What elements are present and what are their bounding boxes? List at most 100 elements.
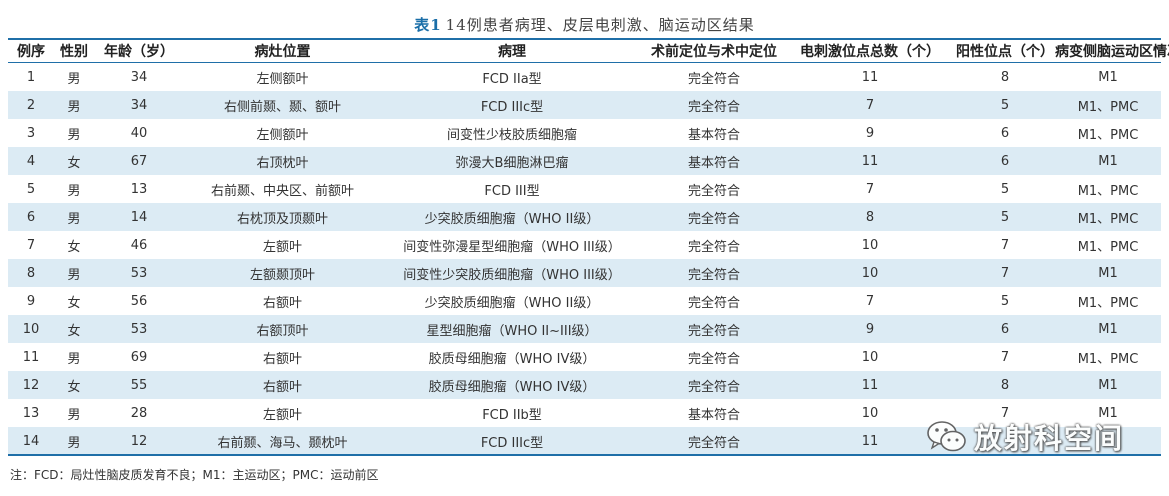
cell-age: 12 bbox=[94, 427, 184, 455]
table-row: 13 男 28 左额叶 FCD IIb型 基本符合 10 7 M1 bbox=[8, 399, 1161, 427]
cell-sex: 女 bbox=[54, 371, 94, 399]
cell-lesion-location: 左额叶 bbox=[262, 407, 302, 423]
cell-stim-sites-total: 11 bbox=[785, 427, 955, 455]
cell-case-no: 12 bbox=[8, 371, 54, 399]
cell-motor-area: M1、PMC bbox=[1077, 183, 1139, 199]
cell-localization-match: 完全符合 bbox=[643, 259, 785, 287]
cell-localization-match: 完全符合 bbox=[643, 91, 785, 119]
cell-case-no: 8 bbox=[8, 259, 54, 287]
cell-sex: 女 bbox=[67, 239, 81, 255]
cell-case-no: 14 bbox=[8, 427, 54, 455]
cell-stim-sites-total: 10 bbox=[861, 349, 879, 365]
cell-positive-sites: 5 bbox=[1000, 181, 1010, 197]
cell-lesion-location: 右额顶叶 bbox=[184, 315, 381, 343]
cell-age: 14 bbox=[94, 203, 184, 231]
cell-motor-area: M1、PMC bbox=[1055, 203, 1161, 231]
cell-positive-sites: 6 bbox=[955, 147, 1055, 175]
cell-pathology: 胶质母细胞瘤（WHO IV级） bbox=[381, 371, 643, 399]
cell-positive-sites: 7 bbox=[1000, 349, 1010, 365]
bottom-rule bbox=[8, 454, 1161, 456]
cell-pathology: 星型细胞瘤（WHO II~III级） bbox=[381, 315, 643, 343]
table-row: 7 女 46 左额叶 间变性弥漫星型细胞瘤（WHO III级） 完全符合 10 7 M1、PMC bbox=[8, 231, 1161, 259]
cell-motor-area: M1、PMC bbox=[1077, 127, 1139, 143]
cell-age: 53 bbox=[94, 315, 184, 343]
cell-localization-match: 基本符合 bbox=[643, 147, 785, 175]
cell-stim-sites-total: 7 bbox=[865, 293, 875, 309]
cell-positive-sites: 6 bbox=[1000, 125, 1010, 141]
cell-lesion-location: 右前颞、中央区、前额叶 bbox=[210, 183, 354, 199]
cell-stim-sites-total: 9 bbox=[785, 315, 955, 343]
cell-pathology: FCD IIIc型 bbox=[381, 91, 643, 119]
cell-lesion-location: 右枕顶及顶颞叶 bbox=[184, 203, 381, 231]
cell-sex: 女 bbox=[54, 315, 94, 343]
cell-positive-sites: 5 bbox=[1000, 293, 1010, 309]
cell-positive-sites: 7 bbox=[1000, 237, 1010, 253]
watermark-text: 放射科空间 bbox=[974, 422, 1125, 455]
header-positive-sites: 阳性位点（个） bbox=[955, 40, 1055, 63]
cell-localization-match: 完全符合 bbox=[687, 183, 740, 199]
cell-case-no: 13 bbox=[22, 405, 40, 421]
header-localization-match: 术前定位与术中定位 bbox=[643, 40, 785, 63]
cell-stim-sites-total: 11 bbox=[785, 147, 955, 175]
cell-sex: 男 bbox=[54, 259, 94, 287]
cell-stim-sites-total: 7 bbox=[785, 91, 955, 119]
cell-lesion-location: 右额叶 bbox=[184, 371, 381, 399]
cell-lesion-location: 右额叶 bbox=[262, 351, 302, 367]
cell-pathology: FCD IIIc型 bbox=[381, 427, 643, 455]
results-table: 例序 性别 年龄（岁） 病灶位置 病理 术前定位与术中定位 电刺激位点总数（个）… bbox=[8, 40, 1169, 455]
cell-age: 13 bbox=[130, 181, 148, 197]
watermark: 放射科空间 bbox=[926, 416, 1124, 458]
caption-label: 表1 bbox=[414, 16, 442, 34]
cell-age: 46 bbox=[130, 237, 148, 253]
cell-age: 53 bbox=[94, 259, 184, 287]
cell-pathology: 间变性少枝胶质细胞瘤 bbox=[446, 127, 577, 143]
cell-stim-sites-total: 11 bbox=[785, 371, 955, 399]
cell-stim-sites-total: 7 bbox=[865, 181, 875, 197]
cell-stim-sites-total: 9 bbox=[865, 125, 875, 141]
cell-positive-sites: 7 bbox=[955, 259, 1055, 287]
cell-localization-match: 基本符合 bbox=[687, 407, 740, 423]
cell-age: 34 bbox=[130, 69, 148, 85]
table-row: 9 女 56 右额叶 少突胶质细胞瘤（WHO II级） 完全符合 7 5 M1、PMC bbox=[8, 287, 1161, 315]
cell-case-no: 3 bbox=[26, 125, 36, 141]
cell-case-no: 1 bbox=[26, 69, 36, 85]
wechat-icon bbox=[927, 421, 966, 452]
cell-pathology: 间变性少突胶质细胞瘤（WHO III级） bbox=[381, 259, 643, 287]
cell-case-no: 7 bbox=[26, 237, 36, 253]
cell-case-no: 2 bbox=[8, 91, 54, 119]
cell-case-no: 11 bbox=[22, 349, 40, 365]
cell-pathology: FCD IIb型 bbox=[482, 407, 542, 423]
cell-pathology: 少突胶质细胞瘤（WHO II级） bbox=[424, 295, 600, 311]
cell-motor-area: M1 bbox=[1098, 405, 1118, 421]
cell-motor-area: M1 bbox=[1055, 147, 1161, 175]
table-body: 1 男 34 左侧额叶 FCD IIa型 完全符合 11 8 M1 2 男 34 右侧前颞、颞、额叶 FC… bbox=[8, 63, 1161, 455]
header-age: 年龄（岁） bbox=[94, 40, 184, 63]
cell-motor-area: M1、PMC bbox=[1055, 91, 1161, 119]
cell-positive-sites: 5 bbox=[955, 91, 1055, 119]
header-lesion-location: 病灶位置 bbox=[184, 40, 381, 63]
cell-lesion-location: 左额叶 bbox=[262, 239, 302, 255]
header-pathology: 病理 bbox=[381, 40, 643, 63]
cell-motor-area: M1 bbox=[1055, 259, 1161, 287]
cell-pathology: 间变性弥漫星型细胞瘤（WHO III级） bbox=[403, 239, 621, 255]
cell-localization-match: 完全符合 bbox=[643, 203, 785, 231]
cell-localization-match: 完全符合 bbox=[643, 427, 785, 455]
cell-motor-area: M1、PMC bbox=[1077, 351, 1139, 367]
cell-positive-sites: 7 bbox=[1000, 405, 1010, 421]
table-row: 3 男 40 左侧额叶 间变性少枝胶质细胞瘤 基本符合 9 6 M1、PMC bbox=[8, 119, 1161, 147]
table-row: 8 男 53 左额颞顶叶 间变性少突胶质细胞瘤（WHO III级） 完全符合 10 7 M1 bbox=[8, 259, 1161, 287]
table-row: 6 男 14 右枕顶及顶颞叶 少突胶质细胞瘤（WHO II级） 完全符合 8 5 M1、PMC bbox=[8, 203, 1161, 231]
cell-lesion-location: 右额叶 bbox=[262, 295, 302, 311]
cell-stim-sites-total: 10 bbox=[861, 405, 879, 421]
cell-case-no: 4 bbox=[8, 147, 54, 175]
caption-title: 14例患者病理、皮层电刺激、脑运动区结果 bbox=[445, 16, 755, 34]
cell-sex: 男 bbox=[67, 407, 81, 423]
cell-lesion-location: 左额颞顶叶 bbox=[184, 259, 381, 287]
cell-age: 40 bbox=[130, 125, 148, 141]
cell-sex: 男 bbox=[54, 427, 94, 455]
cell-stim-sites-total: 8 bbox=[785, 203, 955, 231]
table-caption: 表1 14例患者病理、皮层电刺激、脑运动区结果 bbox=[0, 14, 1169, 35]
cell-stim-sites-total: 10 bbox=[861, 237, 879, 253]
table-row: 10 女 53 右额顶叶 星型细胞瘤（WHO II~III级） 完全符合 9 6 M1 bbox=[8, 315, 1161, 343]
